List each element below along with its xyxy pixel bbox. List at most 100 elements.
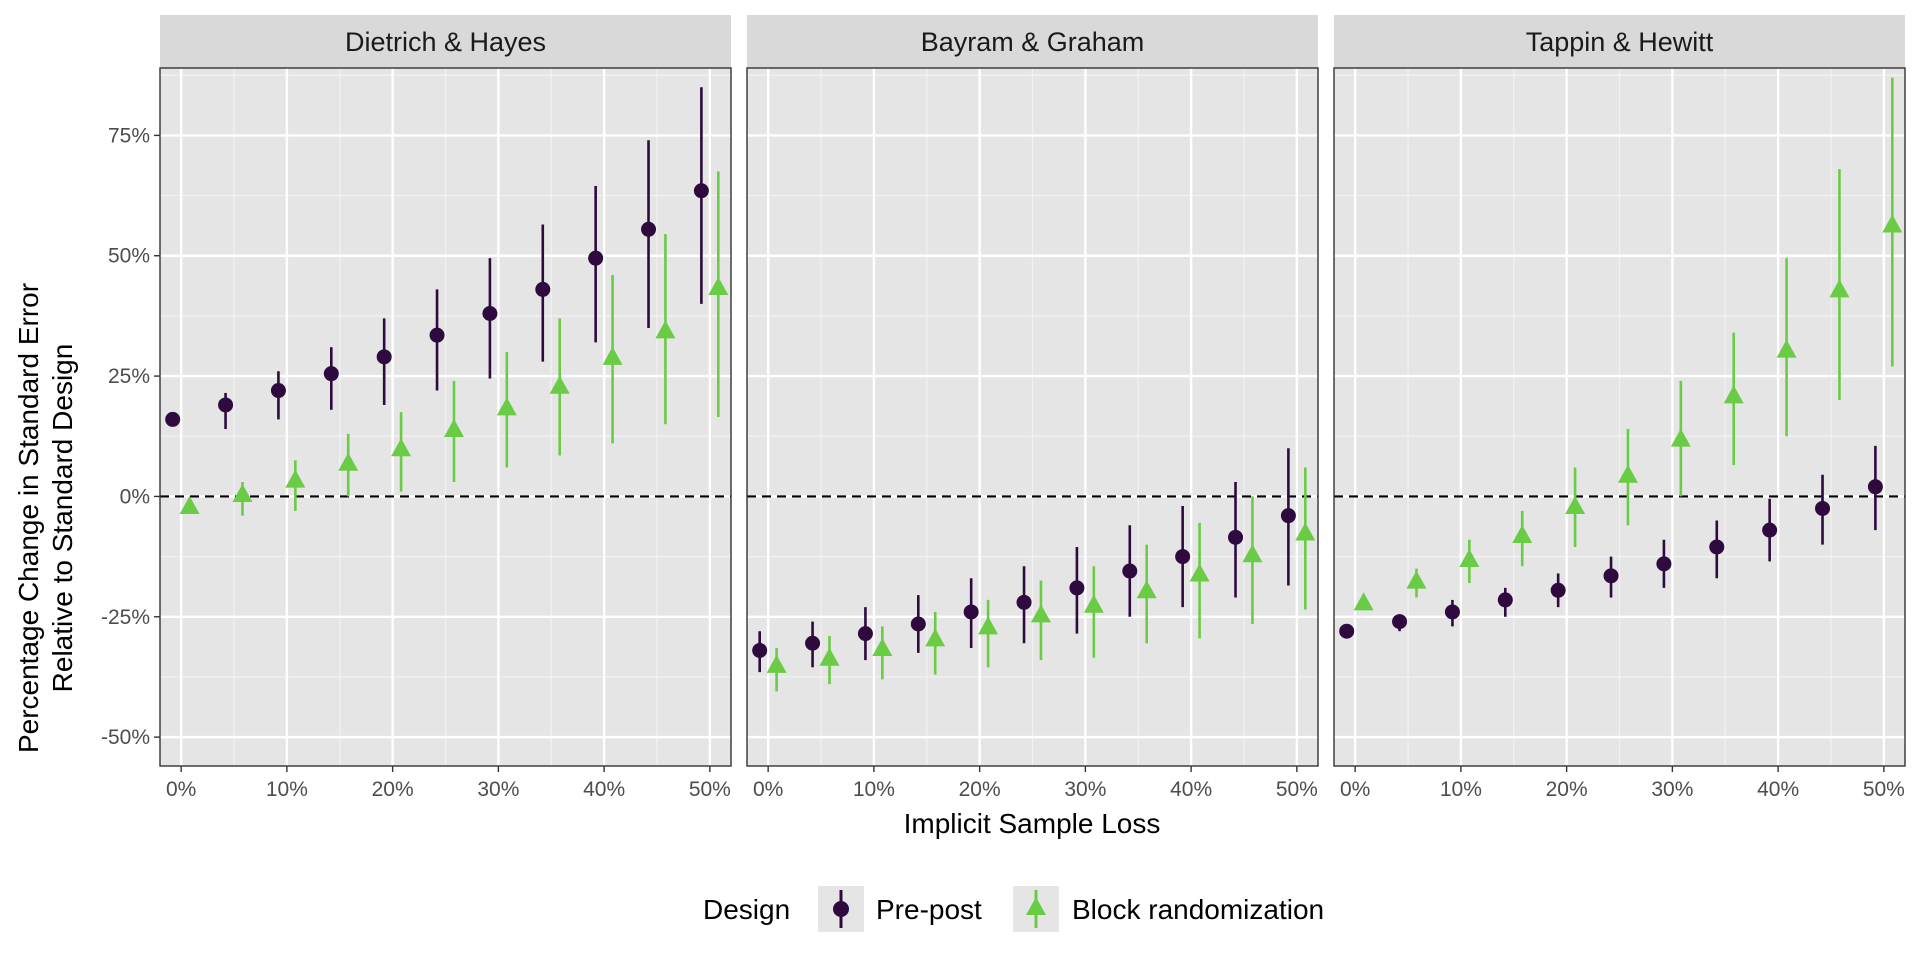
x-tick-label: 30% [1064, 778, 1106, 801]
data-point [1617, 464, 1638, 483]
panel-border [159, 67, 732, 767]
data-point [602, 346, 623, 365]
data-point [910, 616, 926, 632]
data-point [708, 277, 729, 296]
legend-label-block-randomization: Block randomization [1072, 894, 1324, 925]
gridlines [160, 68, 731, 766]
data-point [1392, 614, 1408, 630]
data-point [165, 411, 181, 427]
data-point [535, 281, 551, 297]
panel-1: Dietrich & Hayes 0% 10% 20% 30% 40% 50% -50% -25… [101, 15, 732, 801]
data-point [1242, 544, 1263, 563]
series-block-randomization [179, 171, 729, 516]
data-point [323, 366, 339, 382]
data-point [1723, 385, 1744, 404]
x-tick-label: 20% [372, 778, 414, 801]
data-point [218, 397, 234, 413]
axes-group: Implicit Sample Loss Percentage Change i… [13, 283, 1160, 839]
panels-group: Dietrich & Hayes 0% 10% 20% 30% 40% 50% -50% -25… [101, 15, 1906, 801]
data-point [1444, 604, 1460, 620]
data-point [179, 496, 200, 515]
x-tick-label: 50% [1276, 778, 1318, 801]
x-tick-label: 30% [477, 778, 519, 801]
x-tick-label: 30% [1651, 778, 1693, 801]
data-point [978, 616, 999, 635]
panel-title: Bayram & Graham [921, 27, 1145, 57]
data-point [655, 320, 676, 339]
data-point [1670, 428, 1691, 447]
data-point [1762, 522, 1778, 538]
data-point [1295, 522, 1316, 541]
data-point [1280, 508, 1296, 524]
data-point [1815, 500, 1831, 516]
data-point [270, 383, 286, 399]
y-axis-title-line-2: Relative to Standard Design [47, 344, 78, 693]
panel-strip [1334, 15, 1905, 68]
data-point [588, 250, 604, 266]
series-pre-post [752, 448, 1296, 673]
data-point [819, 647, 840, 666]
data-point [1228, 529, 1244, 545]
data-point [496, 397, 517, 416]
data-point [1016, 594, 1032, 610]
x-tick-label: 50% [689, 778, 731, 801]
data-point [1656, 556, 1672, 572]
data-point [693, 183, 709, 199]
legend: Design Pre-post Block randomization [703, 886, 1324, 932]
series-block-randomization [1353, 77, 1903, 611]
panel-title: Tappin & Hewitt [1526, 27, 1714, 57]
data-point [872, 638, 893, 657]
y-tick-label: 0% [120, 485, 150, 508]
data-point [1550, 582, 1566, 598]
data-point [1709, 539, 1725, 555]
y-tick-label: 75% [108, 124, 150, 147]
series-pre-post [165, 87, 709, 430]
data-point [1867, 479, 1883, 495]
legend-label-pre-post: Pre-post [876, 894, 982, 925]
x-tick-label: 20% [959, 778, 1001, 801]
data-point [338, 452, 359, 471]
panel-border [746, 67, 1319, 767]
panel-strip [160, 15, 731, 68]
data-point [1069, 580, 1085, 596]
panel-title: Dietrich & Hayes [345, 27, 546, 57]
gridlines [1334, 68, 1905, 766]
panel-strip [747, 15, 1318, 68]
legend-title: Design [703, 894, 790, 925]
x-tick-label: 0% [1340, 778, 1370, 801]
data-point [1339, 623, 1355, 639]
x-tick-label: 50% [1863, 778, 1905, 801]
series-block-randomization [766, 467, 1316, 692]
data-point [1882, 214, 1903, 233]
data-point [549, 375, 570, 394]
data-point [1497, 592, 1513, 608]
data-point [391, 438, 412, 457]
data-point [1459, 549, 1480, 568]
data-point [429, 327, 445, 343]
x-tick-label: 0% [753, 778, 783, 801]
data-point [963, 604, 979, 620]
data-point [766, 654, 787, 673]
data-point [1776, 339, 1797, 358]
x-tick-label: 40% [1757, 778, 1799, 801]
panel-2: Bayram & Graham 0% 10% 20% 30% 40% 50% [746, 15, 1319, 801]
data-point [1603, 568, 1619, 584]
x-tick-label: 10% [1440, 778, 1482, 801]
y-tick-label: -50% [101, 726, 150, 749]
x-tick-label: 10% [853, 778, 895, 801]
data-point [1353, 592, 1374, 611]
data-point [1406, 570, 1427, 589]
data-point [376, 349, 392, 365]
y-tick-label: -25% [101, 606, 150, 629]
data-point [443, 419, 464, 438]
data-point [482, 306, 498, 322]
legend-key-block-point [1026, 897, 1046, 915]
data-point [285, 469, 306, 488]
y-tick-label: 50% [108, 245, 150, 268]
data-point [1136, 580, 1157, 599]
x-tick-label: 40% [583, 778, 625, 801]
series-pre-post [1339, 445, 1883, 639]
legend-key-pre-post-point [833, 901, 849, 917]
x-tick-label: 10% [266, 778, 308, 801]
